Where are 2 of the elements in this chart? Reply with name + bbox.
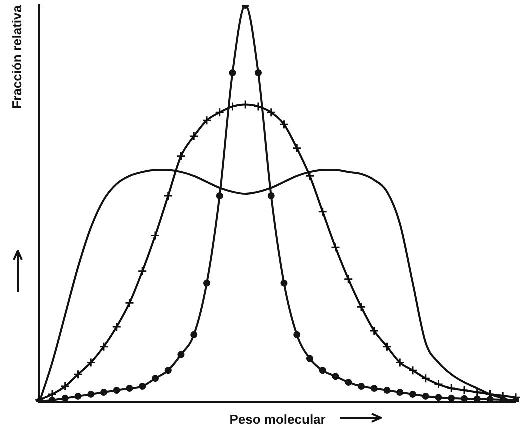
y-axis-title: Fracción relativa (9, 4, 24, 109)
x-axis-title: Peso molecular (230, 412, 326, 427)
